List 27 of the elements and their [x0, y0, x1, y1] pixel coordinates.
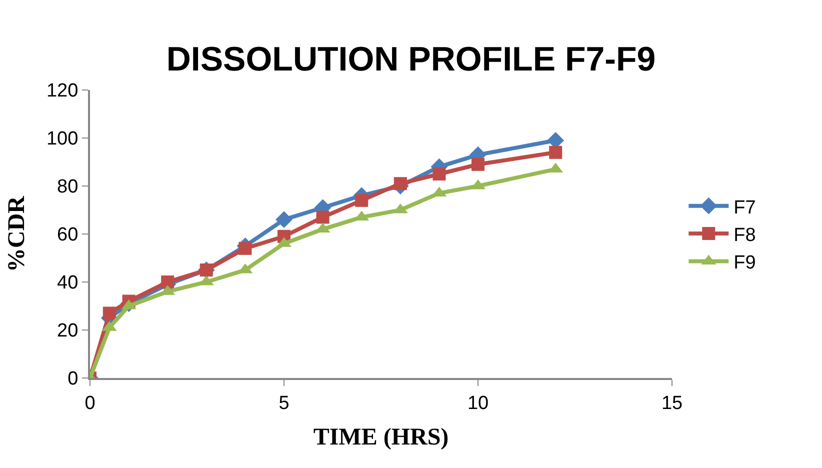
- point: [355, 194, 368, 207]
- y-tick-label: 20: [57, 320, 78, 342]
- point: [316, 210, 330, 224]
- point: [238, 242, 252, 255]
- point: [102, 306, 116, 320]
- chart-title: DISSOLUTION PROFILE F7-F9: [166, 40, 656, 79]
- point: [549, 146, 562, 159]
- y-tick-label: 120: [46, 80, 78, 102]
- point: [276, 211, 292, 228]
- x-tick-label: 0: [84, 392, 96, 414]
- x-tick-label: 5: [278, 392, 290, 414]
- y-axis-title: %CDR: [4, 195, 30, 272]
- y-tick-label: 40: [57, 272, 78, 294]
- legend-label: F7: [734, 197, 756, 218]
- legend-label: F8: [734, 224, 756, 246]
- point: [432, 168, 446, 180]
- y-tick-label: 100: [46, 128, 78, 150]
- legend-label: F9: [734, 252, 756, 274]
- point: [161, 276, 174, 288]
- point: [394, 177, 407, 190]
- x-axis-title: TIME (HRS): [313, 424, 449, 451]
- point: [472, 158, 484, 171]
- x-tick-label: 15: [661, 392, 683, 414]
- y-tick-label: 0: [68, 368, 78, 390]
- y-tick-label: 80: [57, 176, 78, 198]
- x-tick-label: 10: [467, 392, 489, 414]
- y-tick-label: 60: [57, 224, 78, 246]
